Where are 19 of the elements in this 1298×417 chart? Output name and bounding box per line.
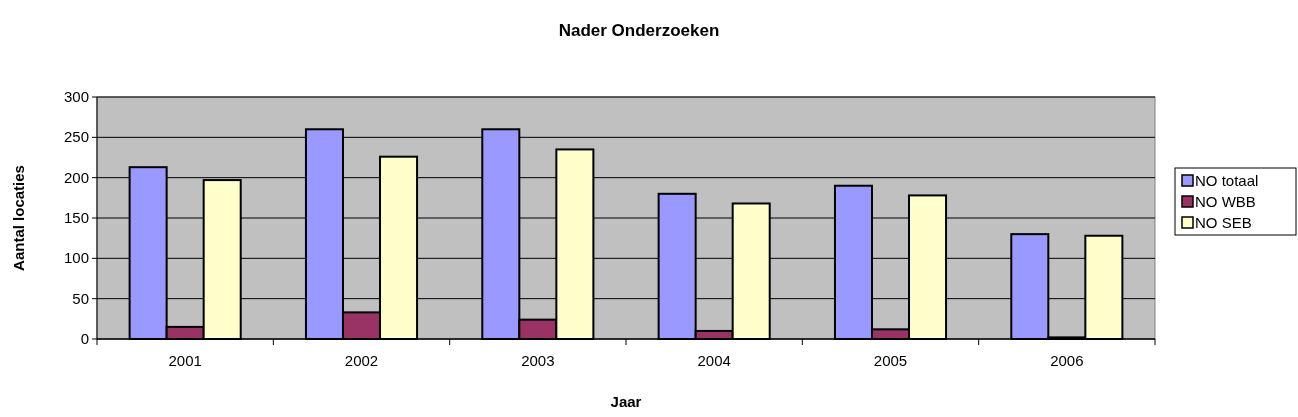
legend-label: NO WBB: [1195, 193, 1256, 210]
y-tick-label: 250: [63, 128, 89, 146]
legend-label: NO totaal: [1195, 172, 1259, 189]
y-tick-label: 300: [63, 88, 89, 105]
y-axis-title: Aantal locaties: [10, 165, 27, 271]
y-tick-label: 200: [63, 168, 89, 186]
chart-title: Nader Onderzoeken: [558, 21, 720, 40]
y-tick-label: 100: [63, 249, 89, 267]
y-tick-label: 0: [80, 330, 89, 347]
x-tick-label: 2002: [344, 352, 379, 369]
x-tick-label: 2005: [873, 352, 908, 369]
x-axis-title: Jaar: [610, 393, 642, 410]
y-tick-label: 50: [72, 289, 89, 307]
x-tick-label: 2006: [1050, 352, 1084, 369]
x-tick-label: 2003: [521, 352, 555, 369]
x-tick-label: 2004: [697, 352, 731, 369]
x-tick-label: 2001: [168, 352, 202, 369]
y-tick-label: 150: [63, 209, 89, 226]
legend-label: NO SEB: [1195, 214, 1252, 231]
